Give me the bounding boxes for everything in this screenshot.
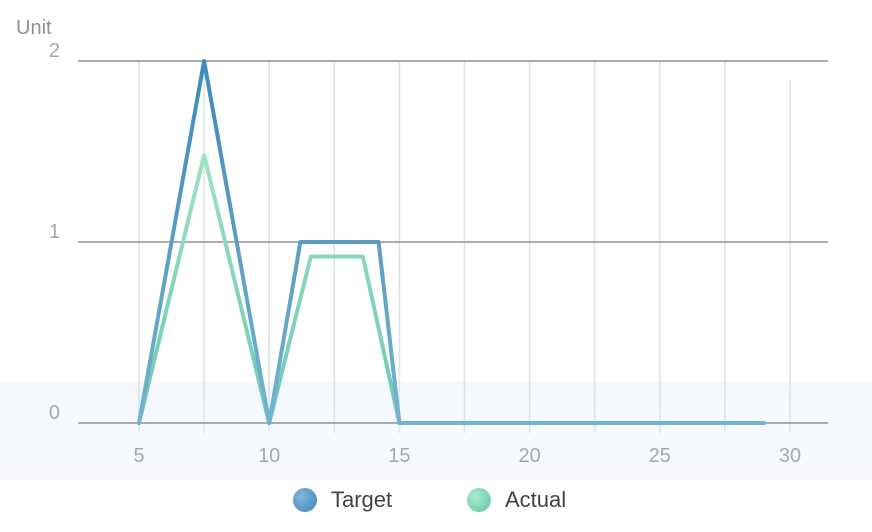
x-tick-label: 20 — [518, 445, 540, 467]
x-tick-label: 30 — [779, 445, 801, 467]
legend-item-actual[interactable]: Actual — [467, 480, 566, 520]
y-tick-label: 0 — [49, 402, 60, 424]
x-tick-label: 25 — [649, 445, 671, 467]
legend: Target Actual — [0, 480, 872, 520]
y-axis-title: Unit — [16, 17, 52, 39]
y-tick-label: 1 — [49, 221, 60, 243]
x-tick-label: 5 — [133, 445, 144, 467]
x-tick-label: 10 — [258, 445, 280, 467]
legend-dot-target — [293, 488, 317, 512]
y-tick-label: 2 — [49, 40, 60, 62]
bottom-band — [0, 382, 872, 480]
legend-label-target: Target — [331, 487, 393, 512]
series-line-target — [137, 59, 766, 425]
legend-label-actual: Actual — [505, 487, 567, 512]
legend-dot-actual — [467, 488, 491, 512]
x-tick-label: 15 — [388, 445, 410, 467]
legend-item-target[interactable]: Target — [293, 480, 392, 520]
